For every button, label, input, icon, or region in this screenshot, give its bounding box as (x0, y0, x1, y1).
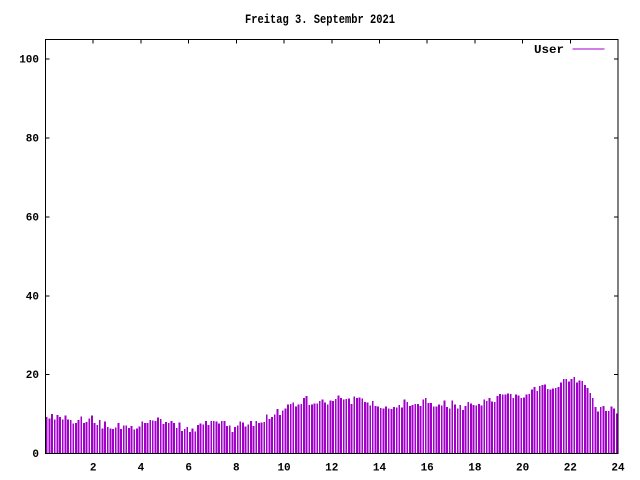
svg-text:12: 12 (325, 463, 338, 475)
svg-text:User: User (534, 43, 564, 57)
svg-text:16: 16 (421, 463, 434, 475)
svg-text:18: 18 (468, 463, 482, 475)
svg-text:6: 6 (185, 463, 192, 475)
svg-text:4: 4 (138, 463, 145, 475)
svg-text:20: 20 (26, 370, 39, 382)
svg-text:22: 22 (564, 463, 577, 475)
svg-text:10: 10 (277, 463, 290, 475)
svg-text:20: 20 (516, 463, 529, 475)
svg-text:2: 2 (90, 463, 97, 475)
svg-text:Freitag 3. Septembr 2021: Freitag 3. Septembr 2021 (245, 13, 395, 27)
svg-text:60: 60 (26, 212, 39, 224)
svg-text:24: 24 (611, 463, 625, 475)
svg-text:40: 40 (26, 291, 39, 303)
svg-text:100: 100 (19, 55, 39, 67)
svg-text:14: 14 (373, 463, 387, 475)
svg-text:0: 0 (32, 449, 39, 461)
svg-text:8: 8 (233, 463, 240, 475)
svg-text:80: 80 (26, 134, 39, 146)
